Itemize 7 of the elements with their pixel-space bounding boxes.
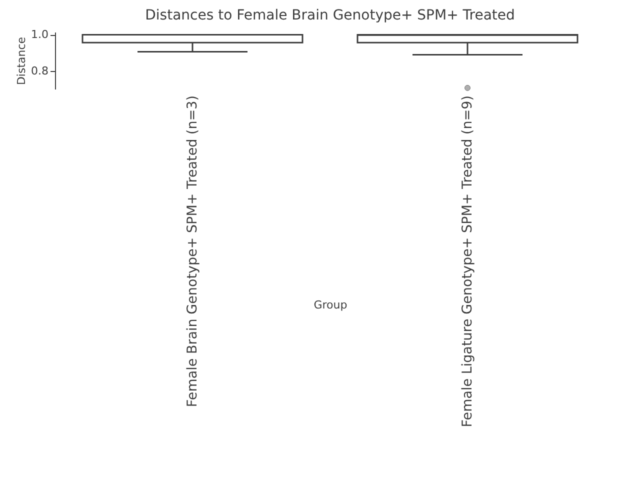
chart-title: Distances to Female Brain Genotype+ SPM+ Treated bbox=[145, 8, 515, 24]
x-tick-label: Female Brain Genotype+ SPM+ Treated (n=3) bbox=[184, 96, 200, 408]
y-tick-label: 1.0 bbox=[31, 28, 48, 42]
x-axis-title: Group bbox=[314, 298, 348, 312]
y-axis-title: Distance bbox=[15, 36, 28, 86]
x-tick-label: Female Ligature Genotype+ SPM+ Treated (n=9) bbox=[460, 96, 476, 428]
y-tick-label: 0.8 bbox=[31, 64, 48, 78]
